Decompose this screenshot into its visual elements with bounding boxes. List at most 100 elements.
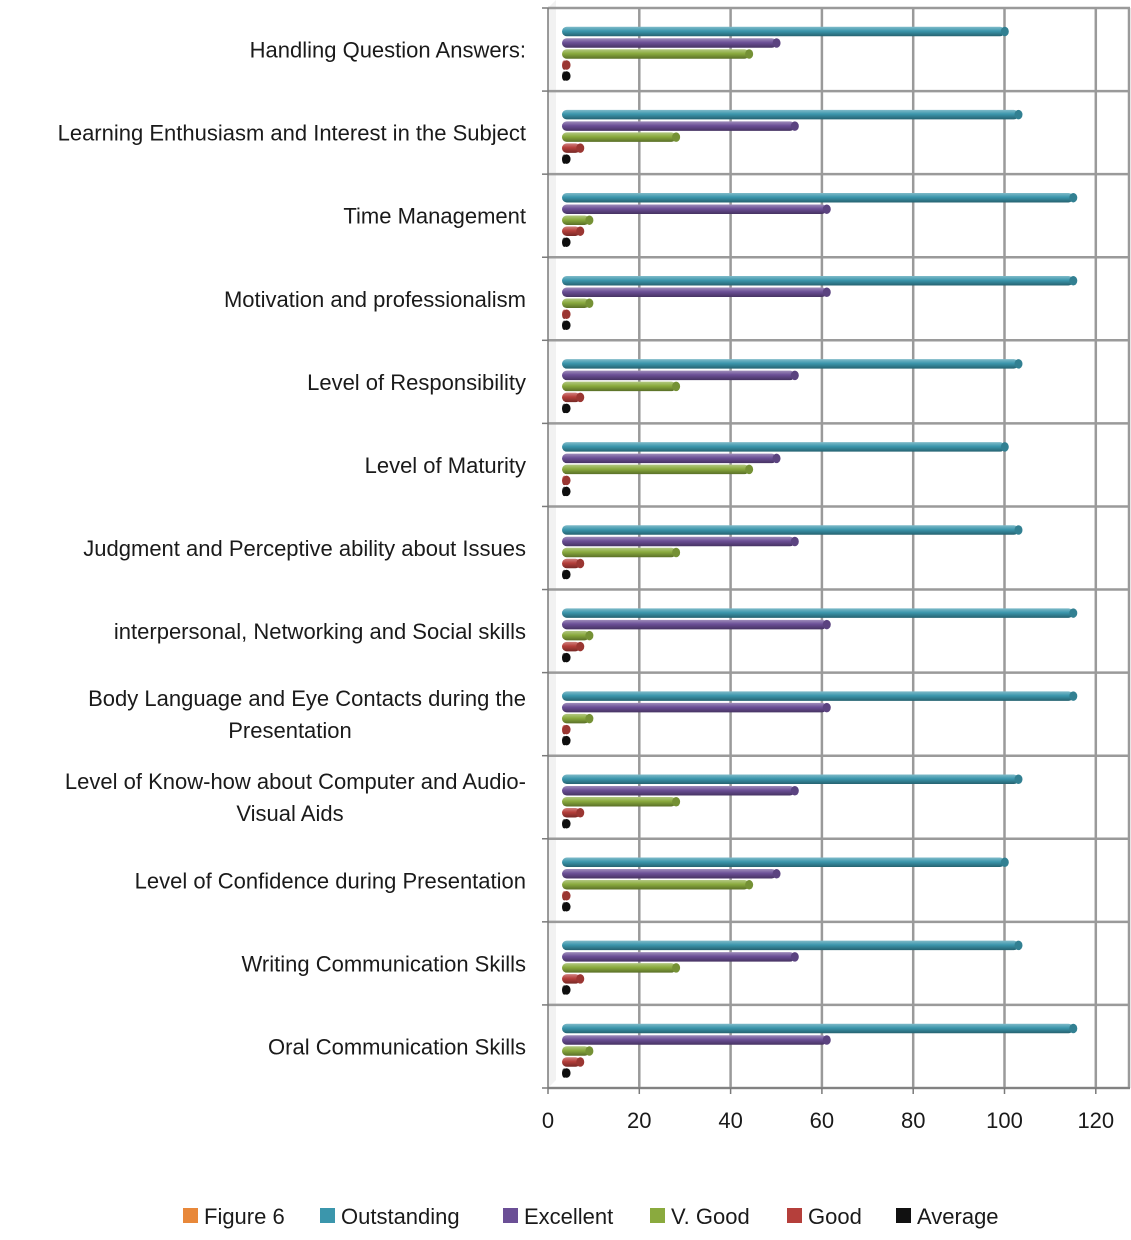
bar-v-good <box>562 132 677 142</box>
bar-excellent <box>562 370 795 381</box>
bar-outstanding <box>562 276 1074 286</box>
bar-v-good <box>562 298 590 309</box>
bar-outstanding <box>562 442 1005 452</box>
bar-end-cap <box>822 1035 831 1045</box>
bar-end-cap <box>672 381 681 392</box>
bar-end-cap <box>576 974 585 984</box>
bar-end-cap <box>745 880 754 890</box>
x-tick-label: 40 <box>718 1108 742 1133</box>
bar-end-cap <box>562 652 571 663</box>
bar-end-cap <box>1069 691 1078 701</box>
bar-end-cap <box>585 298 594 309</box>
category-label: Presentation <box>228 718 352 743</box>
bar-excellent <box>562 869 777 879</box>
bar-end-cap <box>562 985 571 995</box>
bar-good <box>562 1057 581 1067</box>
bar-end-cap <box>1014 940 1023 951</box>
legend-swatch-good <box>787 1208 802 1223</box>
bar-end-cap <box>585 630 594 641</box>
bar-end-cap <box>585 1046 594 1056</box>
bar-end-cap <box>576 641 585 652</box>
bar-v-good <box>562 547 677 558</box>
bar-end-cap <box>772 38 781 48</box>
bar-outstanding <box>562 940 1019 951</box>
x-tick-label: 0 <box>542 1108 554 1133</box>
bar-end-cap <box>822 287 831 298</box>
bar-outstanding <box>562 857 1005 868</box>
legend-label: Average <box>917 1204 999 1229</box>
x-tick-label: 100 <box>986 1108 1023 1133</box>
bar-end-cap <box>745 49 754 59</box>
bar-end-cap <box>1069 192 1078 203</box>
bar-end-cap <box>1014 774 1023 784</box>
legend-swatch-average <box>896 1208 911 1223</box>
legend-label: Figure 6 <box>204 1204 285 1229</box>
legend-label: Good <box>808 1204 862 1229</box>
category-label: Writing Communication Skills <box>242 951 526 976</box>
bar-end-cap <box>562 1068 571 1078</box>
bar-excellent <box>562 1035 827 1045</box>
bar-end-cap <box>790 785 799 796</box>
bar-v-good <box>562 464 750 475</box>
bar-end-cap <box>562 735 571 746</box>
legend-label: Outstanding <box>341 1204 460 1229</box>
bar-end-cap <box>790 121 799 131</box>
bar-outstanding <box>562 1023 1074 1034</box>
bar-good <box>562 143 581 153</box>
bar-end-cap <box>672 963 681 973</box>
bar-end-cap <box>1000 26 1009 37</box>
category-label: Time Management <box>343 204 526 229</box>
bar-end-cap <box>1014 359 1023 369</box>
bar-good <box>562 807 581 818</box>
bar-end-cap <box>790 370 799 381</box>
bar-end-cap <box>1069 276 1078 286</box>
bar-good <box>562 558 581 569</box>
bar-v-good <box>562 963 677 973</box>
bar-end-cap <box>1069 1023 1078 1034</box>
bar-end-cap <box>562 569 571 580</box>
bar-excellent <box>562 952 795 962</box>
bar-excellent <box>562 287 827 298</box>
bar-end-cap <box>576 226 585 236</box>
category-label: Level of Responsibility <box>307 370 526 395</box>
bar-end-cap <box>772 869 781 879</box>
bar-end-cap <box>1069 608 1078 618</box>
bar-good <box>562 392 581 403</box>
legend-label: Excellent <box>524 1204 613 1229</box>
category-label: Level of Know-how about Computer and Aud… <box>65 769 526 794</box>
bar-end-cap <box>585 215 594 225</box>
category-label: Learning Enthusiasm and Interest in the … <box>58 121 526 146</box>
bar-end-cap <box>1014 525 1023 535</box>
bar-end-cap <box>562 320 571 331</box>
bar-outstanding <box>562 26 1005 37</box>
legend-swatch-excellent <box>503 1208 518 1223</box>
bar-end-cap <box>562 237 571 247</box>
bar-excellent <box>562 453 777 464</box>
bar-v-good <box>562 1046 590 1056</box>
bar-outstanding <box>562 525 1019 535</box>
bar-end-cap <box>562 403 571 414</box>
bar-outstanding <box>562 192 1074 203</box>
bar-v-good <box>562 630 590 641</box>
bar-end-cap <box>562 60 571 70</box>
bar-good <box>562 641 581 652</box>
bar-end-cap <box>576 558 585 569</box>
category-label: Motivation and professionalism <box>224 287 526 312</box>
bar-v-good <box>562 796 677 807</box>
category-label: Judgment and Perceptive ability about Is… <box>83 536 526 561</box>
bar-end-cap <box>672 796 681 807</box>
bar-excellent <box>562 121 795 131</box>
bar-end-cap <box>585 713 594 724</box>
bar-good <box>562 226 581 236</box>
bar-excellent <box>562 619 827 630</box>
bar-end-cap <box>562 71 571 81</box>
bar-end-cap <box>576 1057 585 1067</box>
bar-end-cap <box>672 547 681 558</box>
bar-outstanding <box>562 109 1019 120</box>
bar-excellent <box>562 38 777 48</box>
x-tick-label: 60 <box>810 1108 834 1133</box>
category-label: Oral Communication Skills <box>268 1034 526 1059</box>
legend-label: V. Good <box>671 1204 750 1229</box>
bar-excellent <box>562 785 795 796</box>
legend-swatch-figure-6 <box>183 1208 198 1223</box>
